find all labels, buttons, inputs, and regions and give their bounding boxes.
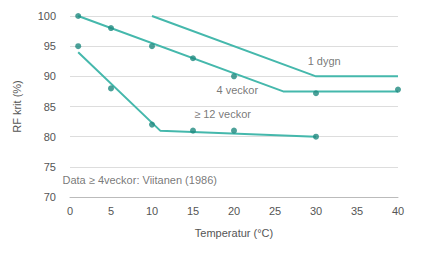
svg-text:80: 80 (44, 131, 56, 143)
svg-text:0: 0 (67, 205, 73, 217)
svg-text:5: 5 (108, 205, 114, 217)
svg-text:1 dygn: 1 dygn (308, 55, 341, 67)
svg-text:70: 70 (44, 191, 56, 203)
svg-text:Temperatur (°C): Temperatur (°C) (195, 227, 273, 239)
svg-text:40: 40 (392, 205, 404, 217)
svg-text:15: 15 (187, 205, 199, 217)
svg-text:90: 90 (44, 70, 56, 82)
svg-text:≥ 12 veckor: ≥ 12 veckor (194, 108, 251, 120)
svg-text:30: 30 (310, 205, 322, 217)
svg-text:85: 85 (44, 101, 56, 113)
svg-text:95: 95 (44, 40, 56, 52)
svg-text:4 veckor: 4 veckor (216, 84, 258, 96)
svg-text:25: 25 (269, 205, 281, 217)
svg-text:75: 75 (44, 161, 56, 173)
svg-text:100: 100 (38, 10, 56, 22)
svg-text:10: 10 (146, 205, 158, 217)
svg-text:Data ≥ 4veckor: Viitanen (1986: Data ≥ 4veckor: Viitanen (1986) (62, 174, 216, 186)
svg-text:RF krit (%): RF krit (%) (11, 80, 23, 133)
svg-text:35: 35 (351, 205, 363, 217)
svg-text:20: 20 (228, 205, 240, 217)
